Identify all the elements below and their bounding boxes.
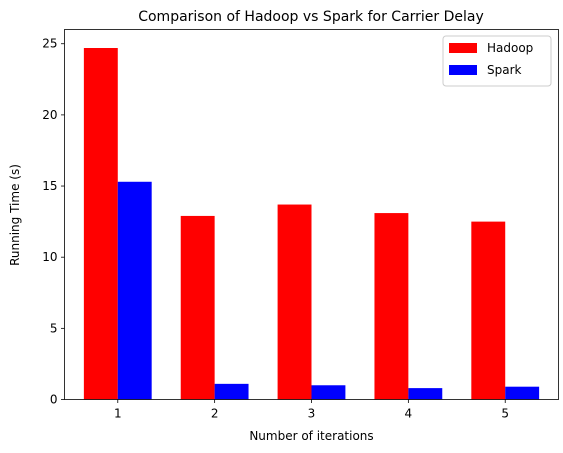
bar-hadoop-4 bbox=[374, 213, 409, 400]
bar-spark-4 bbox=[408, 388, 443, 400]
x-tick-label: 3 bbox=[308, 407, 316, 421]
legend-swatch-hadoop bbox=[449, 43, 477, 53]
legend-label-spark: Spark bbox=[487, 63, 522, 77]
bar-hadoop-3 bbox=[277, 204, 312, 400]
y-tick-label: 0 bbox=[50, 393, 58, 407]
x-axis-ticks: 1 2 3 4 5 bbox=[114, 399, 509, 421]
bar-hadoop-5 bbox=[471, 221, 506, 400]
bar-spark-1 bbox=[117, 181, 152, 400]
y-tick-label: 10 bbox=[42, 250, 57, 264]
y-tick-label: 20 bbox=[42, 108, 57, 122]
bar-hadoop-1 bbox=[83, 48, 118, 400]
y-tick-label: 15 bbox=[42, 179, 57, 193]
legend-items: Hadoop Spark bbox=[449, 41, 533, 77]
bars-group bbox=[83, 48, 540, 400]
bar-spark-5 bbox=[505, 386, 540, 400]
bar-spark-3 bbox=[311, 385, 346, 400]
legend-label-hadoop: Hadoop bbox=[487, 41, 533, 55]
x-axis-label: Number of iterations bbox=[249, 429, 373, 443]
y-axis-ticks: 0 5 10 15 20 25 bbox=[42, 37, 65, 407]
bar-spark-2 bbox=[214, 383, 249, 400]
y-tick-label: 5 bbox=[50, 321, 58, 335]
y-tick-label: 25 bbox=[42, 37, 57, 51]
legend: Hadoop Spark bbox=[442, 35, 552, 87]
x-tick-label: 5 bbox=[501, 407, 509, 421]
x-tick-label: 2 bbox=[211, 407, 219, 421]
x-tick-label: 4 bbox=[405, 407, 413, 421]
y-axis-label: Running Time (s) bbox=[8, 164, 22, 266]
plot-frame bbox=[64, 29, 559, 400]
bar-hadoop-2 bbox=[180, 215, 215, 400]
x-tick-label: 1 bbox=[114, 407, 122, 421]
legend-swatch-spark bbox=[449, 65, 477, 75]
chart-title: Comparison of Hadoop vs Spark for Carrie… bbox=[138, 9, 484, 25]
